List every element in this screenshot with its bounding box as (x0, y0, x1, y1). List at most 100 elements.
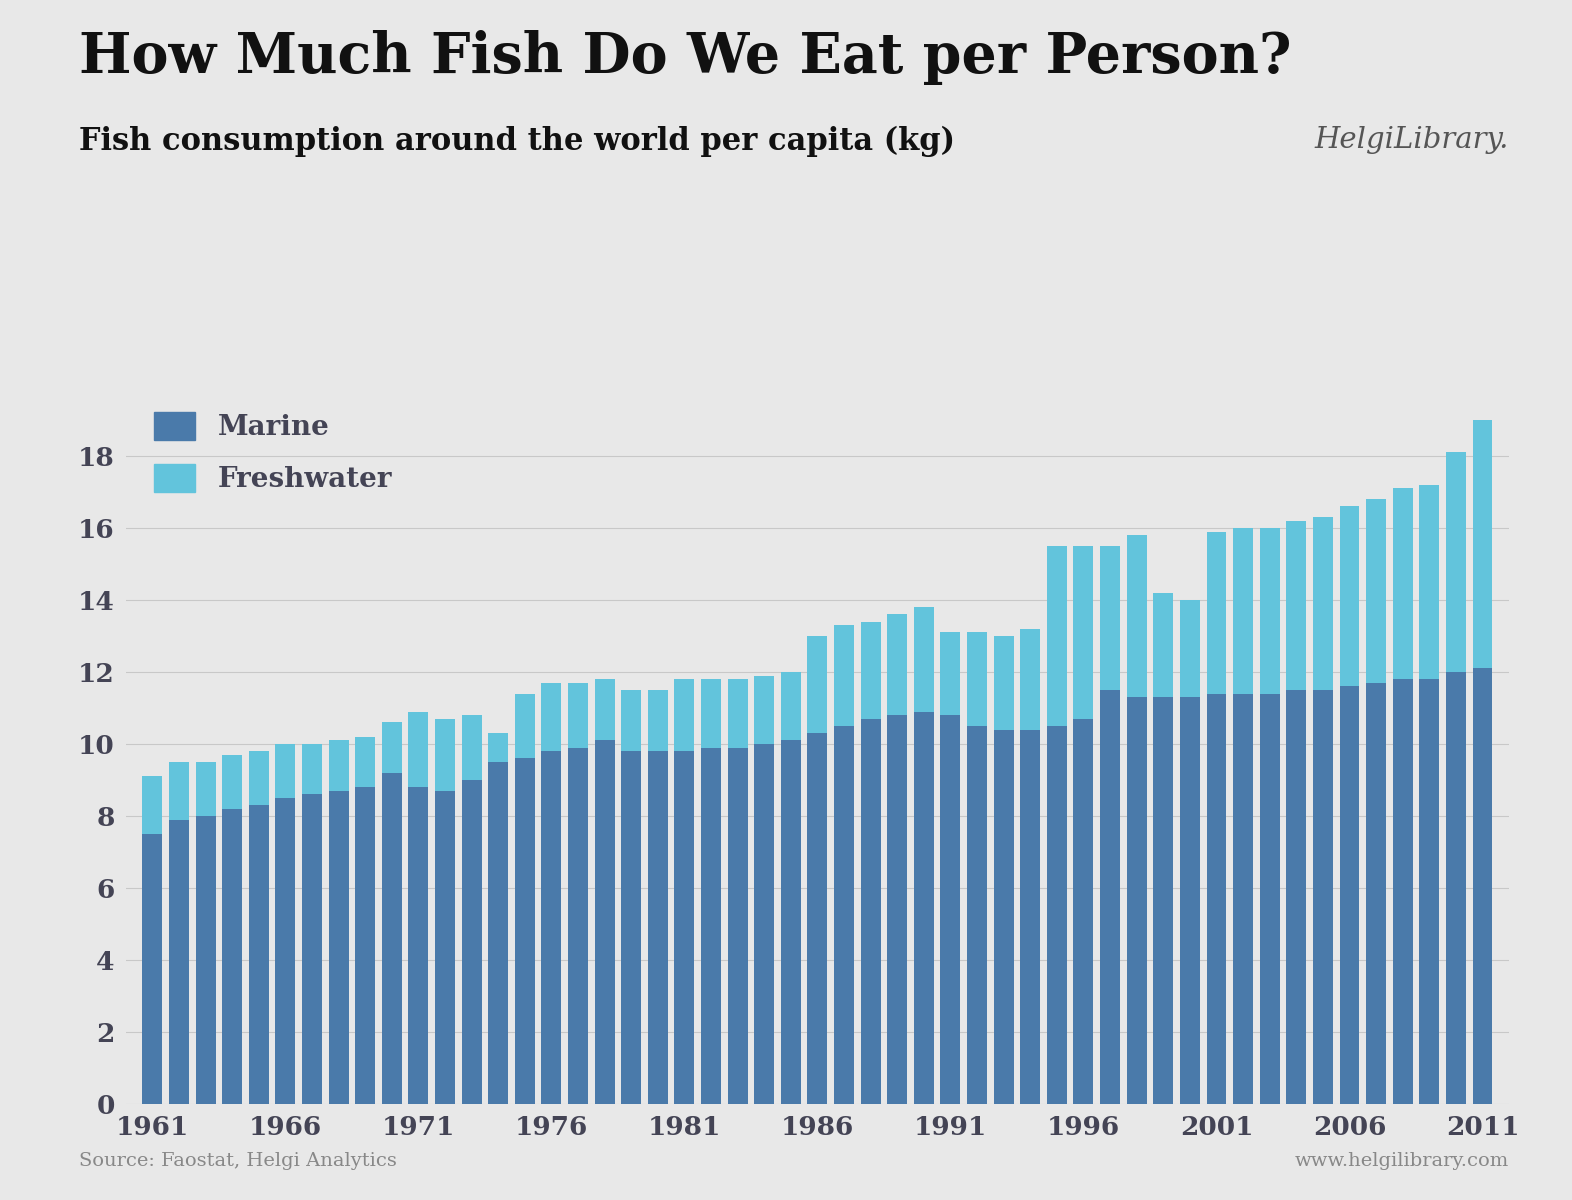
Bar (1420, 485, 1440, 679)
Bar (170, 762, 189, 820)
Bar (1446, 452, 1467, 672)
Bar (355, 787, 376, 1104)
Bar (913, 607, 934, 712)
Bar (541, 683, 561, 751)
Bar (1313, 517, 1333, 690)
Bar (1074, 546, 1094, 719)
Bar (435, 719, 454, 791)
Bar (835, 726, 854, 1104)
Bar (1313, 690, 1333, 1104)
Bar (462, 780, 481, 1104)
Bar (1074, 719, 1094, 1104)
Bar (994, 636, 1014, 730)
Bar (195, 762, 215, 816)
Text: www.helgilibrary.com: www.helgilibrary.com (1295, 1152, 1509, 1170)
Bar (1100, 546, 1121, 690)
Bar (567, 683, 588, 748)
Bar (835, 625, 854, 726)
Bar (701, 748, 722, 1104)
Bar (1232, 528, 1253, 694)
Bar (1259, 528, 1280, 694)
Bar (1286, 690, 1306, 1104)
Bar (967, 726, 987, 1104)
Bar (940, 715, 960, 1104)
Bar (913, 712, 934, 1104)
Text: Source: Faostat, Helgi Analytics: Source: Faostat, Helgi Analytics (79, 1152, 396, 1170)
Bar (728, 679, 748, 748)
Bar (674, 751, 695, 1104)
Bar (1339, 506, 1360, 686)
Bar (1473, 420, 1492, 668)
Bar (248, 751, 269, 805)
Bar (1339, 686, 1360, 1104)
Bar (302, 744, 322, 794)
Bar (409, 712, 429, 787)
Bar (248, 805, 269, 1104)
Bar (1127, 535, 1146, 697)
Bar (1020, 730, 1041, 1104)
Bar (462, 715, 481, 780)
Bar (755, 676, 773, 744)
Bar (1047, 546, 1067, 726)
Bar (887, 715, 907, 1104)
Bar (1020, 629, 1041, 730)
Bar (701, 679, 722, 748)
Text: HelgiLibrary.: HelgiLibrary. (1314, 126, 1509, 154)
Bar (222, 809, 242, 1104)
Legend: Marine, Freshwater: Marine, Freshwater (140, 398, 406, 508)
Bar (861, 622, 880, 719)
Bar (489, 762, 508, 1104)
Bar (1100, 690, 1121, 1104)
Bar (275, 744, 296, 798)
Bar (781, 672, 800, 740)
Bar (808, 733, 827, 1104)
Bar (994, 730, 1014, 1104)
Bar (1393, 679, 1413, 1104)
Bar (755, 744, 773, 1104)
Bar (541, 751, 561, 1104)
Bar (409, 787, 429, 1104)
Bar (648, 751, 668, 1104)
Bar (329, 740, 349, 791)
Bar (1181, 697, 1199, 1104)
Bar (516, 694, 534, 758)
Text: Fish consumption around the world per capita (kg): Fish consumption around the world per ca… (79, 126, 954, 157)
Bar (382, 773, 402, 1104)
Bar (567, 748, 588, 1104)
Bar (808, 636, 827, 733)
Bar (674, 679, 695, 751)
Bar (516, 758, 534, 1104)
Text: How Much Fish Do We Eat per Person?: How Much Fish Do We Eat per Person? (79, 30, 1291, 85)
Bar (887, 614, 907, 715)
Bar (275, 798, 296, 1104)
Bar (329, 791, 349, 1104)
Bar (1154, 593, 1173, 697)
Bar (861, 719, 880, 1104)
Bar (1446, 672, 1467, 1104)
Bar (1047, 726, 1067, 1104)
Bar (1473, 668, 1492, 1104)
Bar (1286, 521, 1306, 690)
Bar (1232, 694, 1253, 1104)
Bar (1127, 697, 1146, 1104)
Bar (621, 690, 641, 751)
Bar (489, 733, 508, 762)
Bar (170, 820, 189, 1104)
Bar (1393, 488, 1413, 679)
Bar (382, 722, 402, 773)
Bar (302, 794, 322, 1104)
Bar (143, 776, 162, 834)
Bar (1207, 694, 1226, 1104)
Bar (355, 737, 376, 787)
Bar (1259, 694, 1280, 1104)
Bar (728, 748, 748, 1104)
Bar (1154, 697, 1173, 1104)
Bar (1207, 532, 1226, 694)
Bar (594, 679, 615, 740)
Bar (940, 632, 960, 715)
Bar (594, 740, 615, 1104)
Bar (648, 690, 668, 751)
Bar (1420, 679, 1440, 1104)
Bar (1366, 683, 1387, 1104)
Bar (222, 755, 242, 809)
